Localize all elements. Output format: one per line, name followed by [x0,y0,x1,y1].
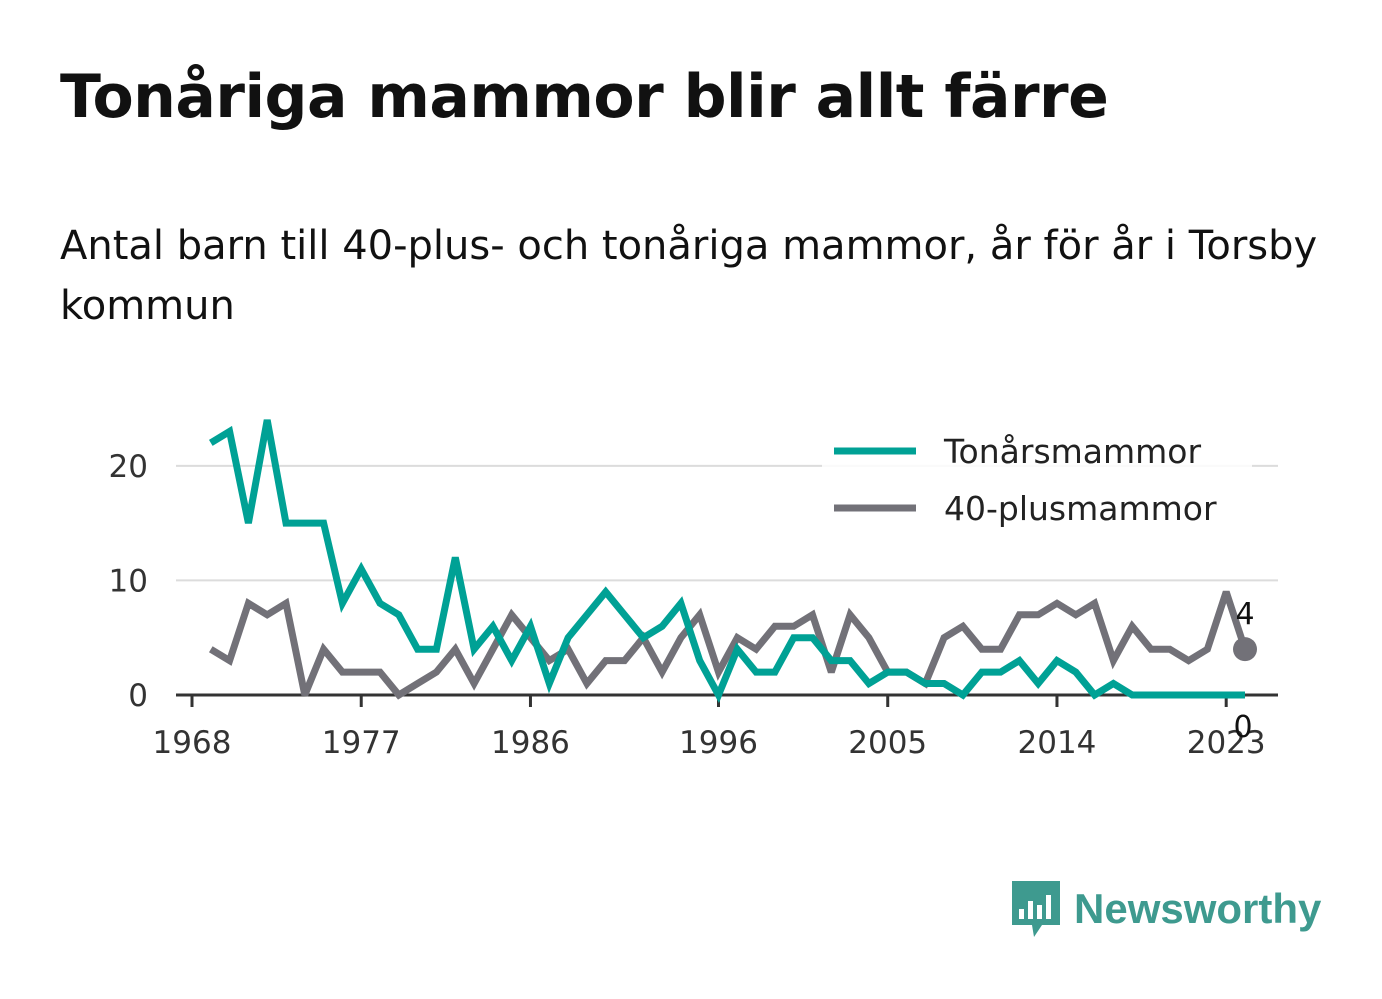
x-tick-label: 2014 [1018,725,1097,761]
y-axis: 0 10 20 [109,449,148,714]
legend-label: 40-plusmammor [944,489,1217,528]
x-tick-label: 1968 [153,725,232,761]
x-tick-label: 1996 [679,725,758,761]
chart-title: Tonåriga mammor blir allt färre [60,62,1109,132]
x-axis: 1968 1977 1986 1996 2005 2014 2023 [153,693,1278,761]
y-tick-label: 0 [128,678,148,714]
y-tick-label: 10 [109,563,148,599]
newsworthy-brand: Newsworthy [1010,878,1321,940]
x-tick-label: 1986 [491,725,570,761]
end-labels: 40 [1233,597,1257,745]
legend: Tonårsmammor 40-plusmammor [822,428,1252,548]
x-tick-label: 2023 [1187,725,1266,761]
newsworthy-logo-icon [1012,881,1060,937]
series-line-40-plusmammor [208,590,1249,700]
chart-subtitle: Antal barn till 40-plus- och tonåriga ma… [60,223,1318,329]
end-label-tonarsmammor: 0 [1233,710,1252,745]
brand-name: Newsworthy [1074,885,1322,932]
y-tick-label: 20 [109,449,148,485]
legend-label: Tonårsmammor [943,432,1201,471]
series-line-tonarsmammor [208,419,1245,704]
end-point-40-plusmammor [1233,637,1257,662]
end-label-40-plusmammor: 4 [1235,597,1254,632]
series-group [208,419,1249,704]
x-tick-label: 2005 [848,725,927,761]
x-tick-label: 1977 [322,725,401,761]
